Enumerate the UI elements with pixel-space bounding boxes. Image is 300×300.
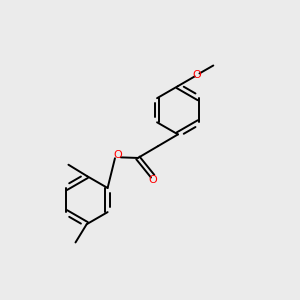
Text: O: O (149, 175, 158, 185)
Text: O: O (113, 150, 122, 160)
Text: O: O (193, 70, 202, 80)
